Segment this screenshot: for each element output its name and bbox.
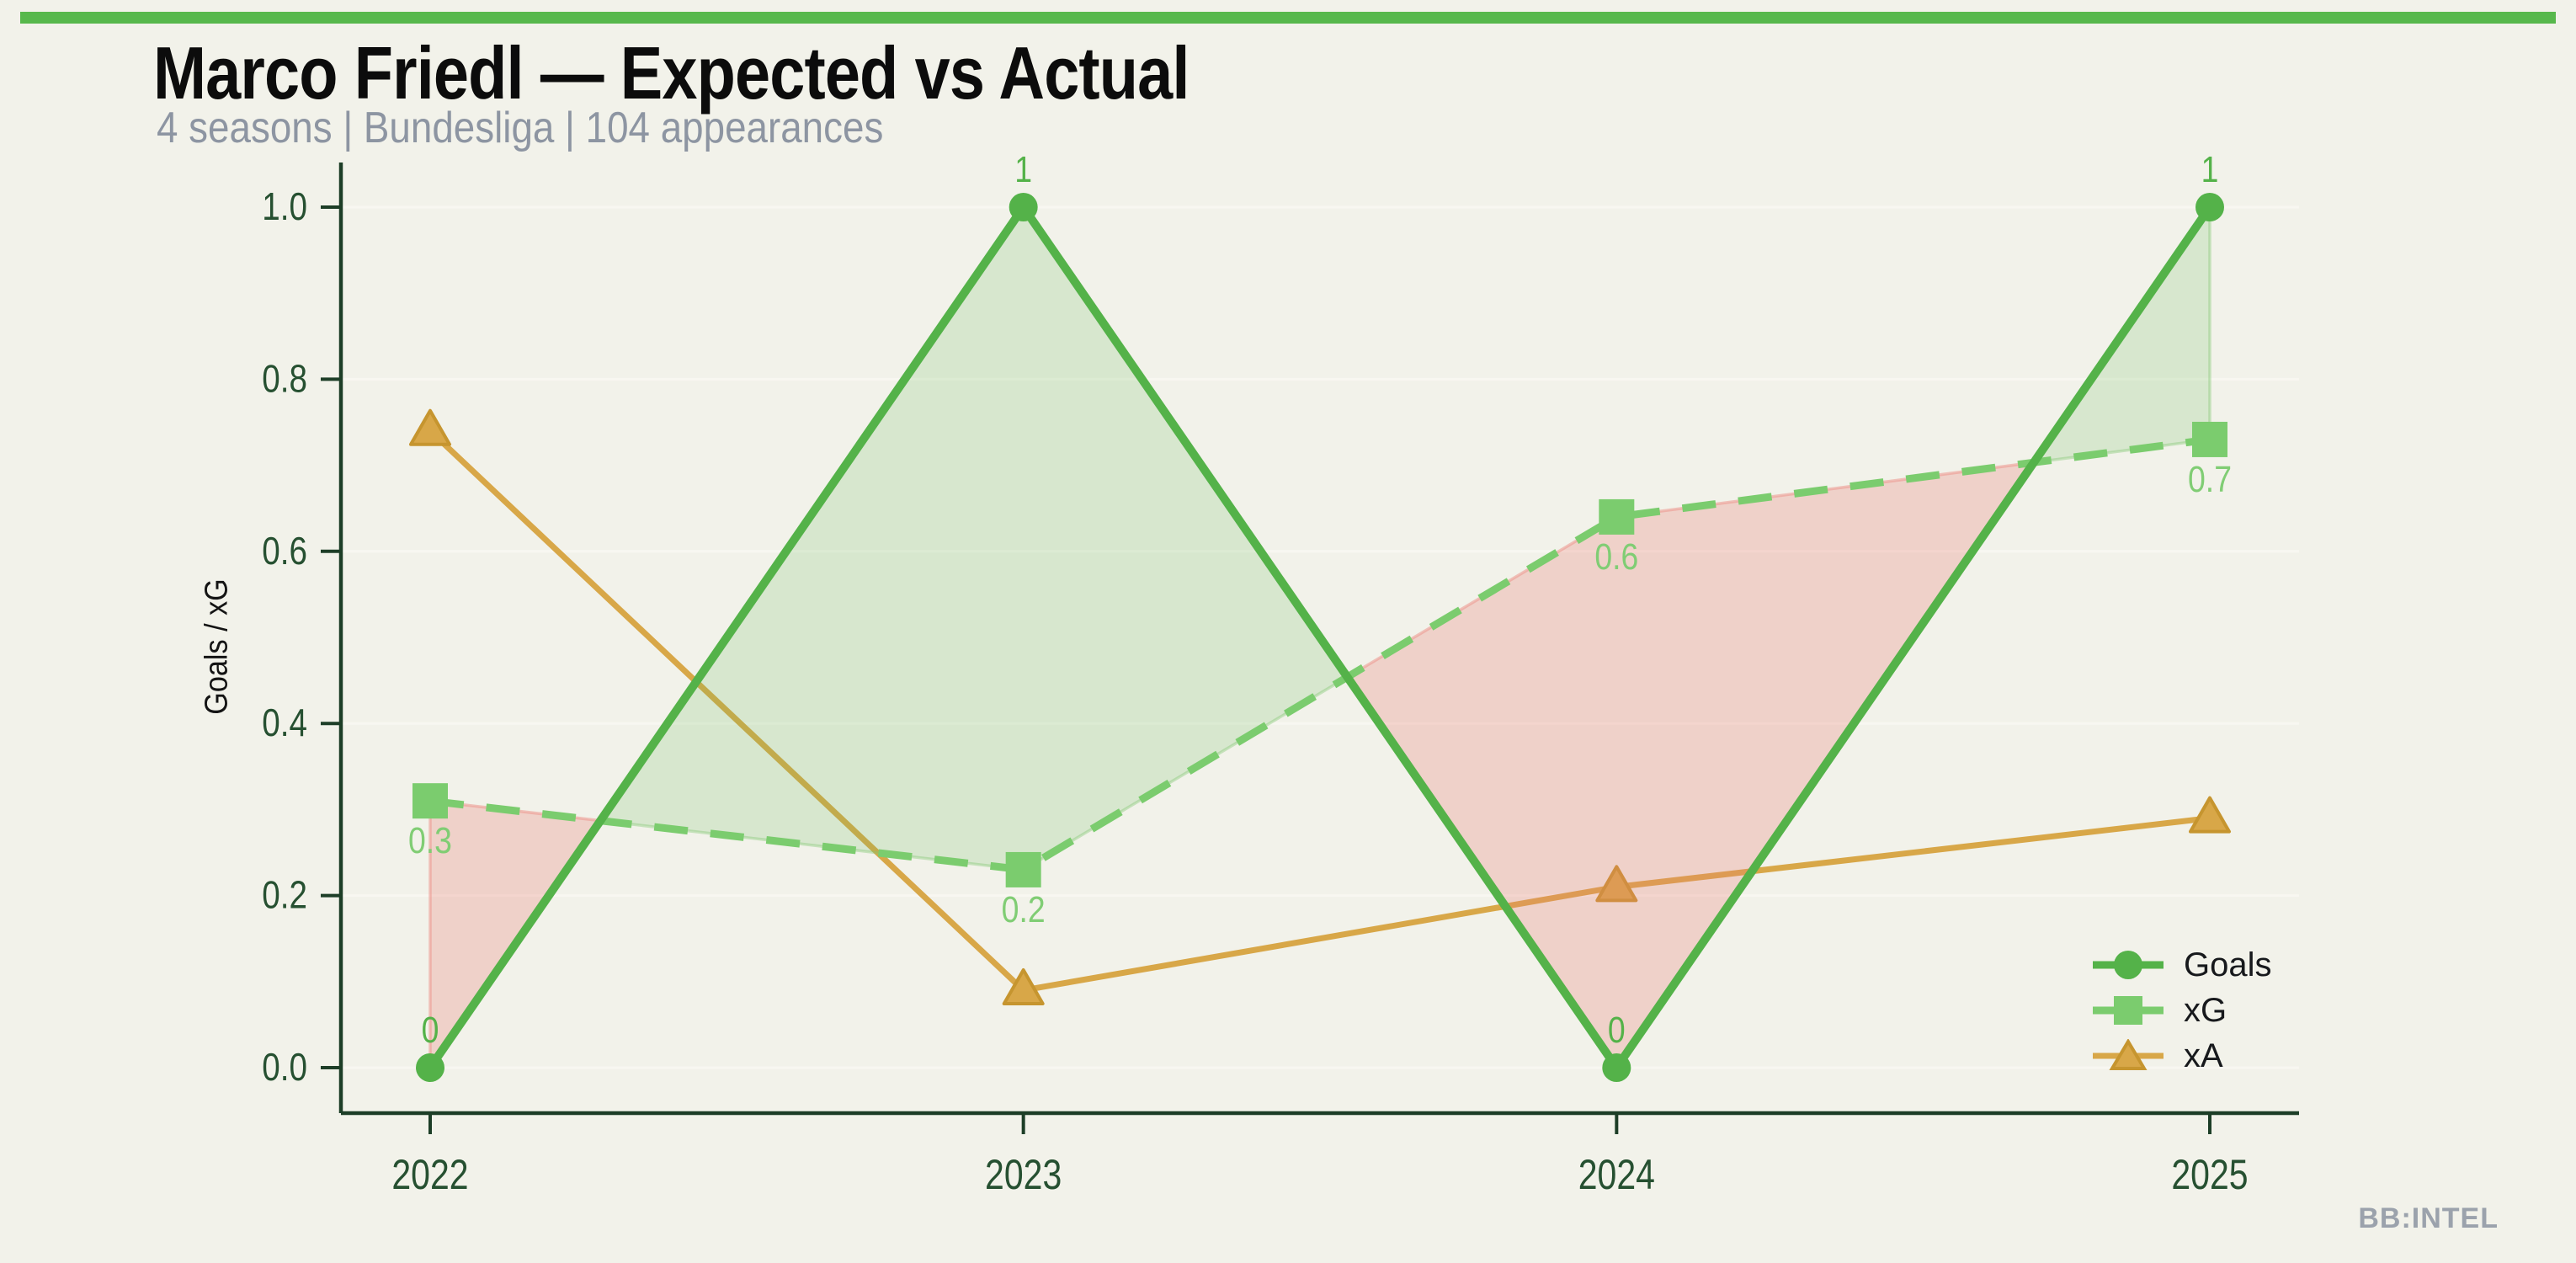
legend-label-xa: xA — [2184, 1037, 2223, 1074]
legend-label-xg: xG — [2184, 992, 2227, 1029]
x-tick-label: 2022 — [391, 1151, 468, 1198]
x-tick-label: 2024 — [1578, 1151, 1655, 1198]
x-tick-label: 2025 — [2171, 1151, 2248, 1198]
legend-label-goals: Goals — [2184, 946, 2272, 983]
y-tick-label: 1.0 — [262, 185, 307, 228]
xg-marker — [1599, 498, 1635, 535]
xg-line — [429, 435, 2211, 874]
square-marker-icon — [2114, 996, 2142, 1025]
goals-marker — [1602, 1053, 1631, 1082]
xa-marker — [1595, 865, 1638, 903]
xa-line — [428, 429, 2211, 994]
xg-marker — [412, 783, 448, 819]
y-tick-label: 0.6 — [262, 530, 307, 573]
legend-item-xg: xG — [2093, 994, 2272, 1027]
y-axis-title: Goals / xG — [199, 578, 235, 715]
xa-marker — [409, 408, 451, 446]
goals-line — [426, 203, 2214, 1072]
xg-value-label: 0.2 — [1002, 888, 1046, 930]
xg-marker — [2192, 421, 2227, 457]
x-tick-label: 2023 — [985, 1151, 1062, 1198]
legend-item-goals: Goals — [2093, 948, 2272, 982]
legend-item-xa: xA — [2093, 1039, 2272, 1073]
goals-legend-swatch — [2093, 951, 2164, 979]
xg-value-label: 0.3 — [408, 819, 452, 861]
xg-value-label: 0.7 — [2188, 458, 2232, 500]
xg-value-label: 0.6 — [1594, 536, 1638, 578]
xa-marker — [2189, 796, 2231, 834]
fill-band-xg-above-goals — [1345, 461, 2036, 1069]
watermark: BB:INTEL — [2358, 1202, 2499, 1234]
y-tick-label: 0.2 — [262, 873, 307, 916]
goals-value-label: 0 — [422, 1009, 439, 1051]
goals-marker — [1009, 193, 1038, 221]
goals-value-label: 1 — [2201, 148, 2219, 190]
page-title: Marco Friedl — Expected vs Actual — [153, 31, 1190, 115]
y-tick-label: 0.4 — [262, 701, 307, 744]
xg-marker — [1005, 851, 1041, 887]
legend: Goals xG xA — [2093, 948, 2272, 1073]
goals-value-label: 1 — [1014, 148, 1032, 190]
circle-marker-icon — [2114, 951, 2142, 979]
page-subtitle: 4 seasons | Bundesliga | 104 appearances — [157, 104, 884, 152]
y-tick-label: 0.0 — [262, 1046, 307, 1089]
xg-legend-swatch — [2093, 996, 2164, 1025]
goals-value-label: 0 — [1608, 1009, 1626, 1051]
y-tick-label: 0.8 — [262, 357, 307, 400]
xa-marker — [1002, 968, 1045, 1006]
goals-marker — [416, 1053, 444, 1082]
xa-legend-swatch — [2093, 1039, 2164, 1070]
triangle-marker-icon — [2109, 1039, 2148, 1070]
goals-marker — [2195, 193, 2224, 221]
fill-band-goals-above-xg — [599, 205, 1349, 871]
accent-top-bar — [20, 12, 2556, 24]
